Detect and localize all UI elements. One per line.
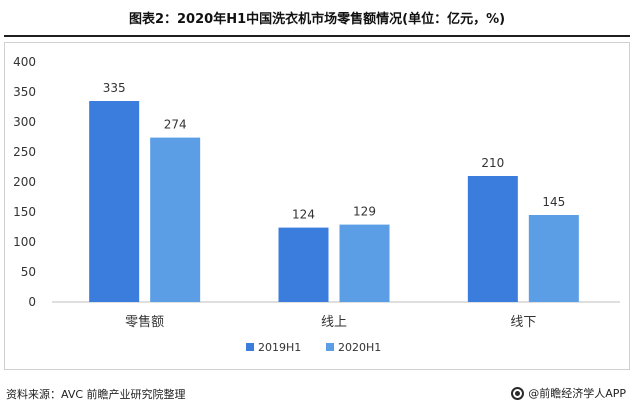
title-divider xyxy=(4,35,630,37)
legend-swatch xyxy=(326,343,334,351)
x-tick-label: 线下 xyxy=(510,315,536,330)
data-label: 274 xyxy=(164,118,187,132)
legend-label: 2020H1 xyxy=(338,341,381,354)
y-tick-label: 400 xyxy=(13,55,36,69)
source-note: 资料来源：AVC 前瞻产业研究院整理 xyxy=(6,388,186,401)
bar xyxy=(528,215,579,302)
bar xyxy=(89,101,140,302)
data-label: 145 xyxy=(542,195,565,209)
legend-swatch xyxy=(246,343,254,351)
data-label: 124 xyxy=(292,208,315,222)
brand-text: @前瞻经济学人APP xyxy=(528,387,626,400)
y-tick-label: 300 xyxy=(13,115,36,129)
x-tick-label: 线上 xyxy=(321,315,347,330)
legend-label: 2019H1 xyxy=(258,341,301,354)
brand-credit: @前瞻经济学人APP xyxy=(511,385,626,401)
y-tick-label: 250 xyxy=(13,145,36,159)
y-tick-label: 100 xyxy=(13,235,36,249)
y-tick-label: 200 xyxy=(13,175,36,189)
chart-title: 图表2：2020年H1中国洗衣机市场零售额情况(单位：亿元，%) xyxy=(128,12,506,27)
y-tick-label: 0 xyxy=(28,295,36,309)
brand-logo-icon xyxy=(511,386,525,400)
x-tick-label: 零售额 xyxy=(125,314,164,330)
bar xyxy=(278,227,329,302)
bar xyxy=(467,176,518,302)
y-tick-label: 150 xyxy=(13,205,36,219)
y-tick-label: 50 xyxy=(21,265,36,279)
data-label: 335 xyxy=(103,81,126,95)
chart-frame xyxy=(4,42,630,370)
bar xyxy=(339,224,390,302)
y-tick-label: 350 xyxy=(13,85,36,99)
data-label: 210 xyxy=(481,156,504,170)
bar xyxy=(150,137,201,302)
data-label: 129 xyxy=(353,205,376,219)
